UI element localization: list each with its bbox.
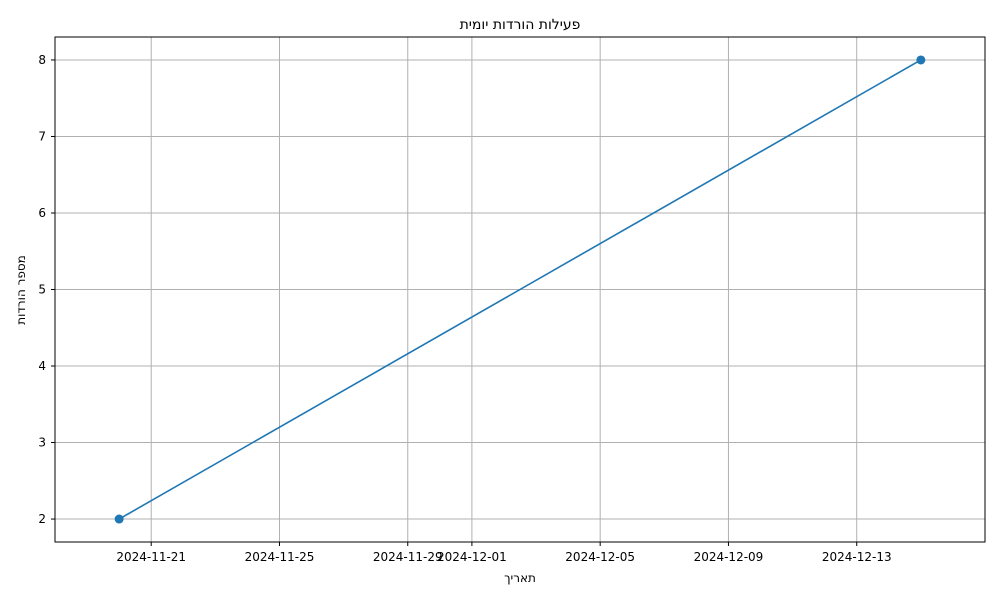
y-tick-label: 7	[38, 129, 46, 143]
data-point	[916, 55, 926, 65]
series-line	[118, 59, 922, 520]
y-axis-label: מספר הורדות	[14, 255, 28, 325]
y-tick-label: 3	[38, 436, 46, 450]
chart-title: פעילות הורדות יומית	[460, 17, 581, 33]
x-tick-label: 2024-11-29	[373, 550, 443, 564]
y-tick-label: 8	[38, 53, 46, 67]
axis-ticks: 2024-11-21 2024-11-25 2024-11-292024-12-01…	[38, 53, 891, 564]
x-tick-label: 2024-12-01	[437, 550, 507, 564]
y-tick-label: 2	[38, 512, 46, 526]
y-tick-label: 5	[38, 283, 46, 297]
x-tick-label: 2024-11-21	[116, 550, 186, 564]
x-tick-label: 2024-12-13	[822, 550, 892, 564]
x-tick-label: 2024-12-09	[694, 550, 764, 564]
data-point	[114, 514, 124, 524]
y-tick-label: 6	[38, 206, 46, 220]
x-tick-label: 2024-12-05	[565, 550, 635, 564]
x-axis-label: תאריך	[504, 571, 536, 585]
y-tick-label: 4	[38, 359, 46, 373]
series-layer	[114, 55, 926, 524]
grid	[55, 37, 985, 542]
x-tick-label: 2024-11-25	[245, 550, 315, 564]
